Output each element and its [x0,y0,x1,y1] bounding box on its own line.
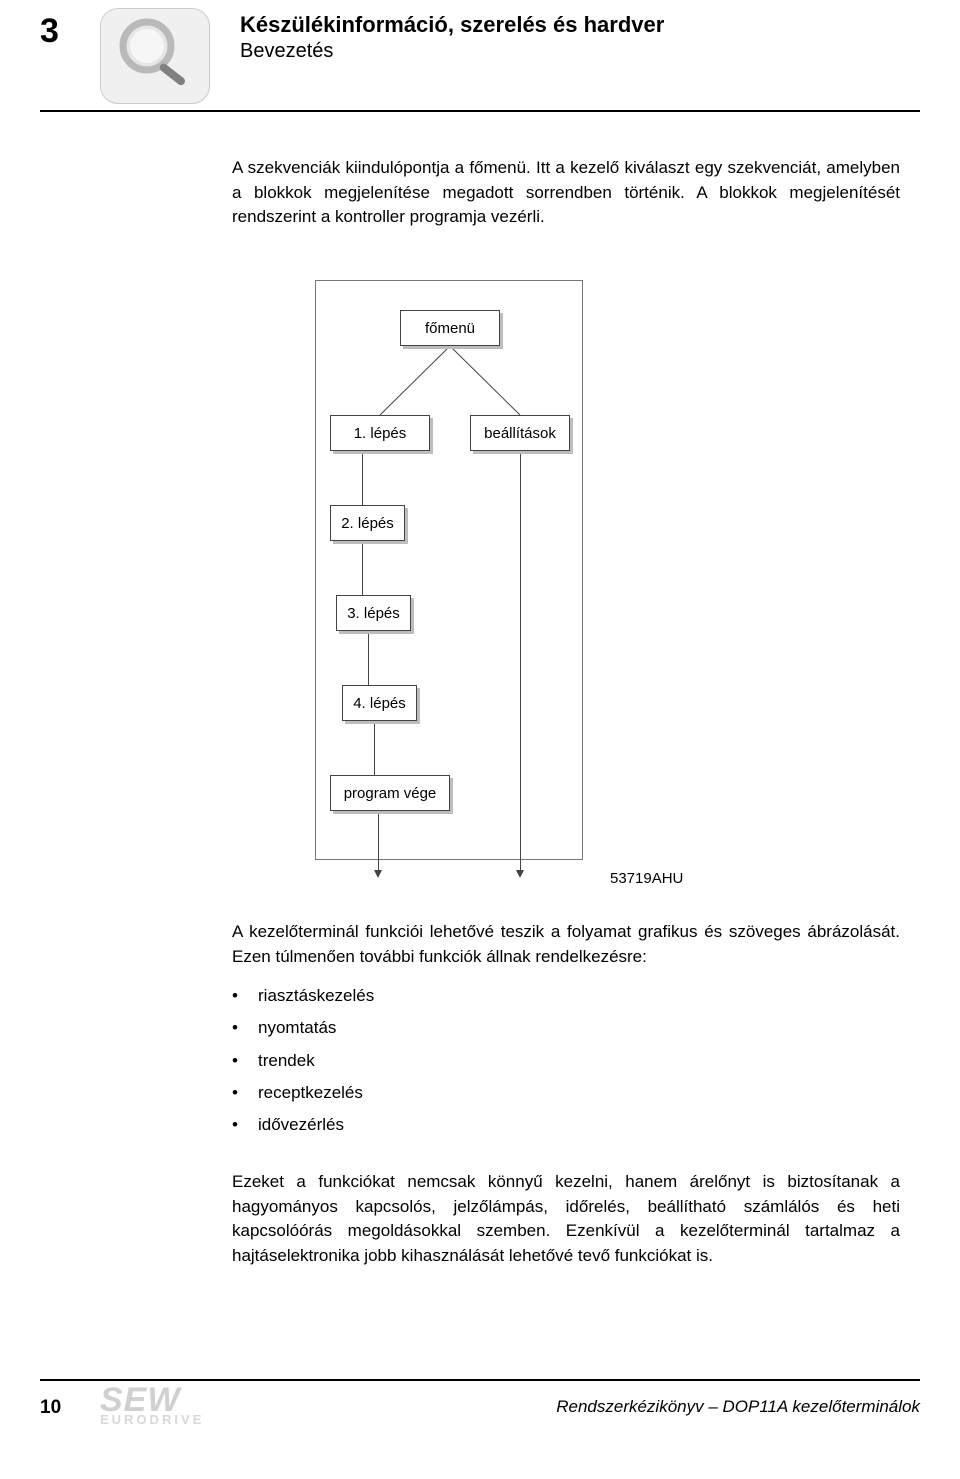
page-footer: 10 SEW EURODRIVE Rendszerkézikönyv – DOP… [40,1379,920,1439]
flow-line [362,451,363,505]
magnifier-icon [113,16,197,96]
flow-node-n_lepes4: 4. lépés [342,685,417,721]
chapter-number: 3 [40,12,59,51]
flow-line [368,631,369,685]
footer-logo: SEW EURODRIVE [100,1387,204,1427]
flow-arrowhead [516,870,524,878]
page-number: 10 [40,1397,61,1419]
function-list-item: idővezérlés [232,1109,900,1141]
function-list-item: nyomtatás [232,1012,900,1044]
flow-node-n_beall: beállítások [470,415,570,451]
page: 3 Készülékinformáció, szerelés és hardve… [0,0,960,1479]
flow-node-n_progvege: program vége [330,775,450,811]
flow-node-n_fomenu: főmenü [400,310,500,346]
figure-reference: 53719AHU [610,870,683,887]
logo-sub: EURODRIVE [100,1412,204,1427]
flow-line [374,721,375,775]
page-header: 3 Készülékinformáció, szerelés és hardve… [40,8,920,118]
flow-line [378,811,379,870]
flow-node-n_lepes1: 1. lépés [330,415,430,451]
function-list: riasztáskezelésnyomtatástrendekreceptkez… [232,980,900,1141]
header-rule [40,110,920,112]
flow-arrowhead [374,870,382,878]
functions-paragraph: A kezelőterminál funkciói lehetővé teszi… [232,920,900,969]
page-subtitle: Bevezetés [240,40,664,63]
sequence-flowchart: főmenü 1. lépés beállítások 2. lépés 3. lépé… [300,280,780,890]
advantages-paragraph: Ezeket a funkciókat nemcsak könnyű kezel… [232,1170,900,1269]
function-list-item: trendek [232,1045,900,1077]
function-list-item: riasztáskezelés [232,980,900,1012]
footer-doc-title: Rendszerkézikönyv – DOP11A kezelőterminá… [556,1397,920,1417]
page-title: Készülékinformáció, szerelés és hardver [240,12,664,38]
flow-line [362,541,363,595]
flow-node-n_lepes2: 2. lépés [330,505,405,541]
logo-main: SEW [100,1387,204,1414]
magnifier-icon-box [100,8,210,104]
function-list-item: receptkezelés [232,1077,900,1109]
intro-paragraph: A szekvenciák kiindulópontja a főmenü. I… [232,156,900,230]
flow-line [520,451,521,870]
flow-node-n_lepes3: 3. lépés [336,595,411,631]
header-titles: Készülékinformáció, szerelés és hardver … [240,12,664,63]
